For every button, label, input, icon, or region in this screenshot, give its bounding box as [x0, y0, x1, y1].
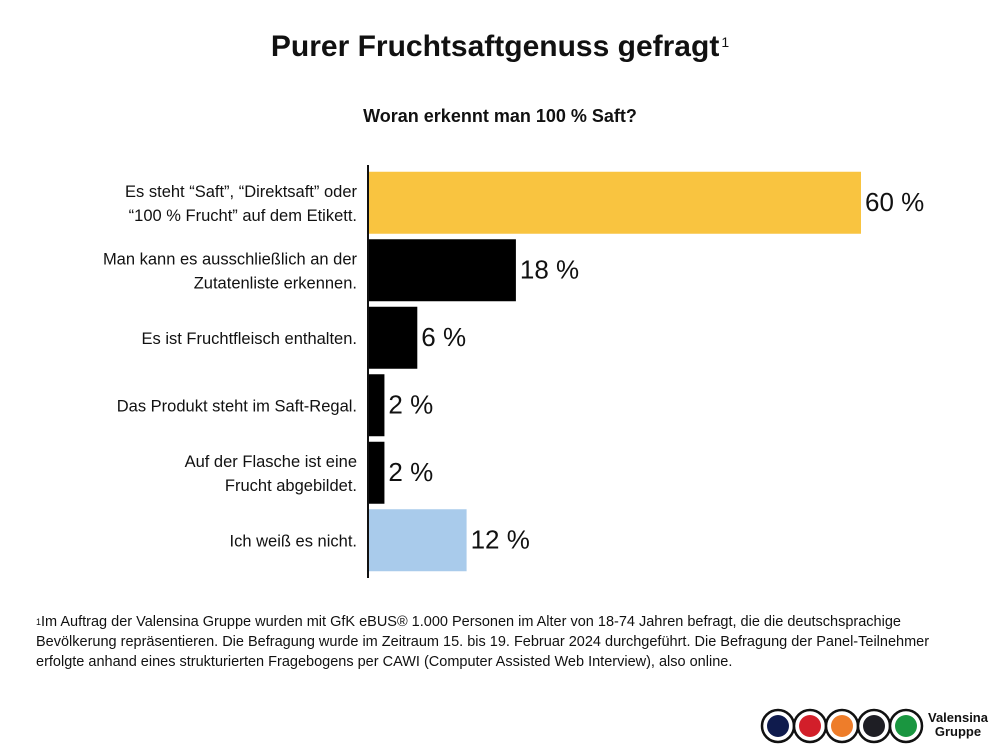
- category-label-5-0: Ich weiß es nicht.: [230, 532, 357, 550]
- category-label-1-0: Man kann es ausschließlich an der: [103, 250, 358, 268]
- logo-circle-4: [895, 715, 917, 737]
- chart-title: Purer Fruchtsaftgenuss gefragt 1: [0, 30, 1000, 64]
- footnote: 1Im Auftrag der Valensina Gruppe wurden …: [36, 612, 966, 672]
- chart-title-text: Purer Fruchtsaftgenuss gefragt: [270, 30, 720, 63]
- logo-circle-1: [799, 715, 821, 737]
- value-label-2: 6 %: [421, 322, 466, 352]
- value-label-3: 2 %: [388, 389, 433, 419]
- bar-chart: 60 % Es steht “Saft”, “Direktsaft” oder “1…: [103, 165, 924, 578]
- category-label-4-1: Frucht abgebildet.: [225, 477, 357, 495]
- bar-4: [368, 441, 385, 504]
- value-label-4: 2 %: [388, 457, 433, 487]
- bar-0: [368, 171, 861, 234]
- logo-text: Valensina Gruppe: [928, 711, 988, 739]
- footnote-text: Im Auftrag der Valensina Gruppe wurden m…: [36, 614, 930, 670]
- logo-line-1: Valensina: [928, 710, 988, 725]
- value-label-1: 18 %: [520, 254, 579, 284]
- logo-circle-0: [767, 715, 789, 737]
- logo-line-2: Gruppe: [934, 724, 982, 739]
- bar-1: [368, 239, 516, 302]
- value-label-0: 60 %: [865, 187, 924, 217]
- bar-3: [368, 374, 385, 437]
- valensina-logo: Valensina Gruppe: [750, 700, 1000, 750]
- category-label-3-0: Das Produkt steht im Saft-Regal.: [117, 397, 357, 415]
- chart-subtitle: Woran erkennt man 100 % Saft?: [363, 106, 637, 126]
- bar-5: [368, 509, 467, 572]
- category-label-0-0: Es steht “Saft”, “Direktsaft” oder: [125, 183, 357, 201]
- category-label-4-0: Auf der Flasche ist eine: [185, 453, 357, 471]
- title-footnote-mark: 1: [721, 34, 730, 50]
- category-label-1-1: Zutatenliste erkennen.: [194, 274, 357, 292]
- bar-2: [368, 306, 418, 369]
- category-label-2-0: Es ist Fruchtfleisch enthalten.: [141, 330, 357, 348]
- logo-circle-3: [863, 715, 885, 737]
- logo-circle-2: [831, 715, 853, 737]
- footnote-mark: 1: [36, 617, 42, 627]
- category-label-0-1: “100 % Frucht” auf dem Etikett.: [129, 207, 357, 225]
- logo-circles: [760, 708, 924, 744]
- value-label-5: 12 %: [471, 524, 530, 554]
